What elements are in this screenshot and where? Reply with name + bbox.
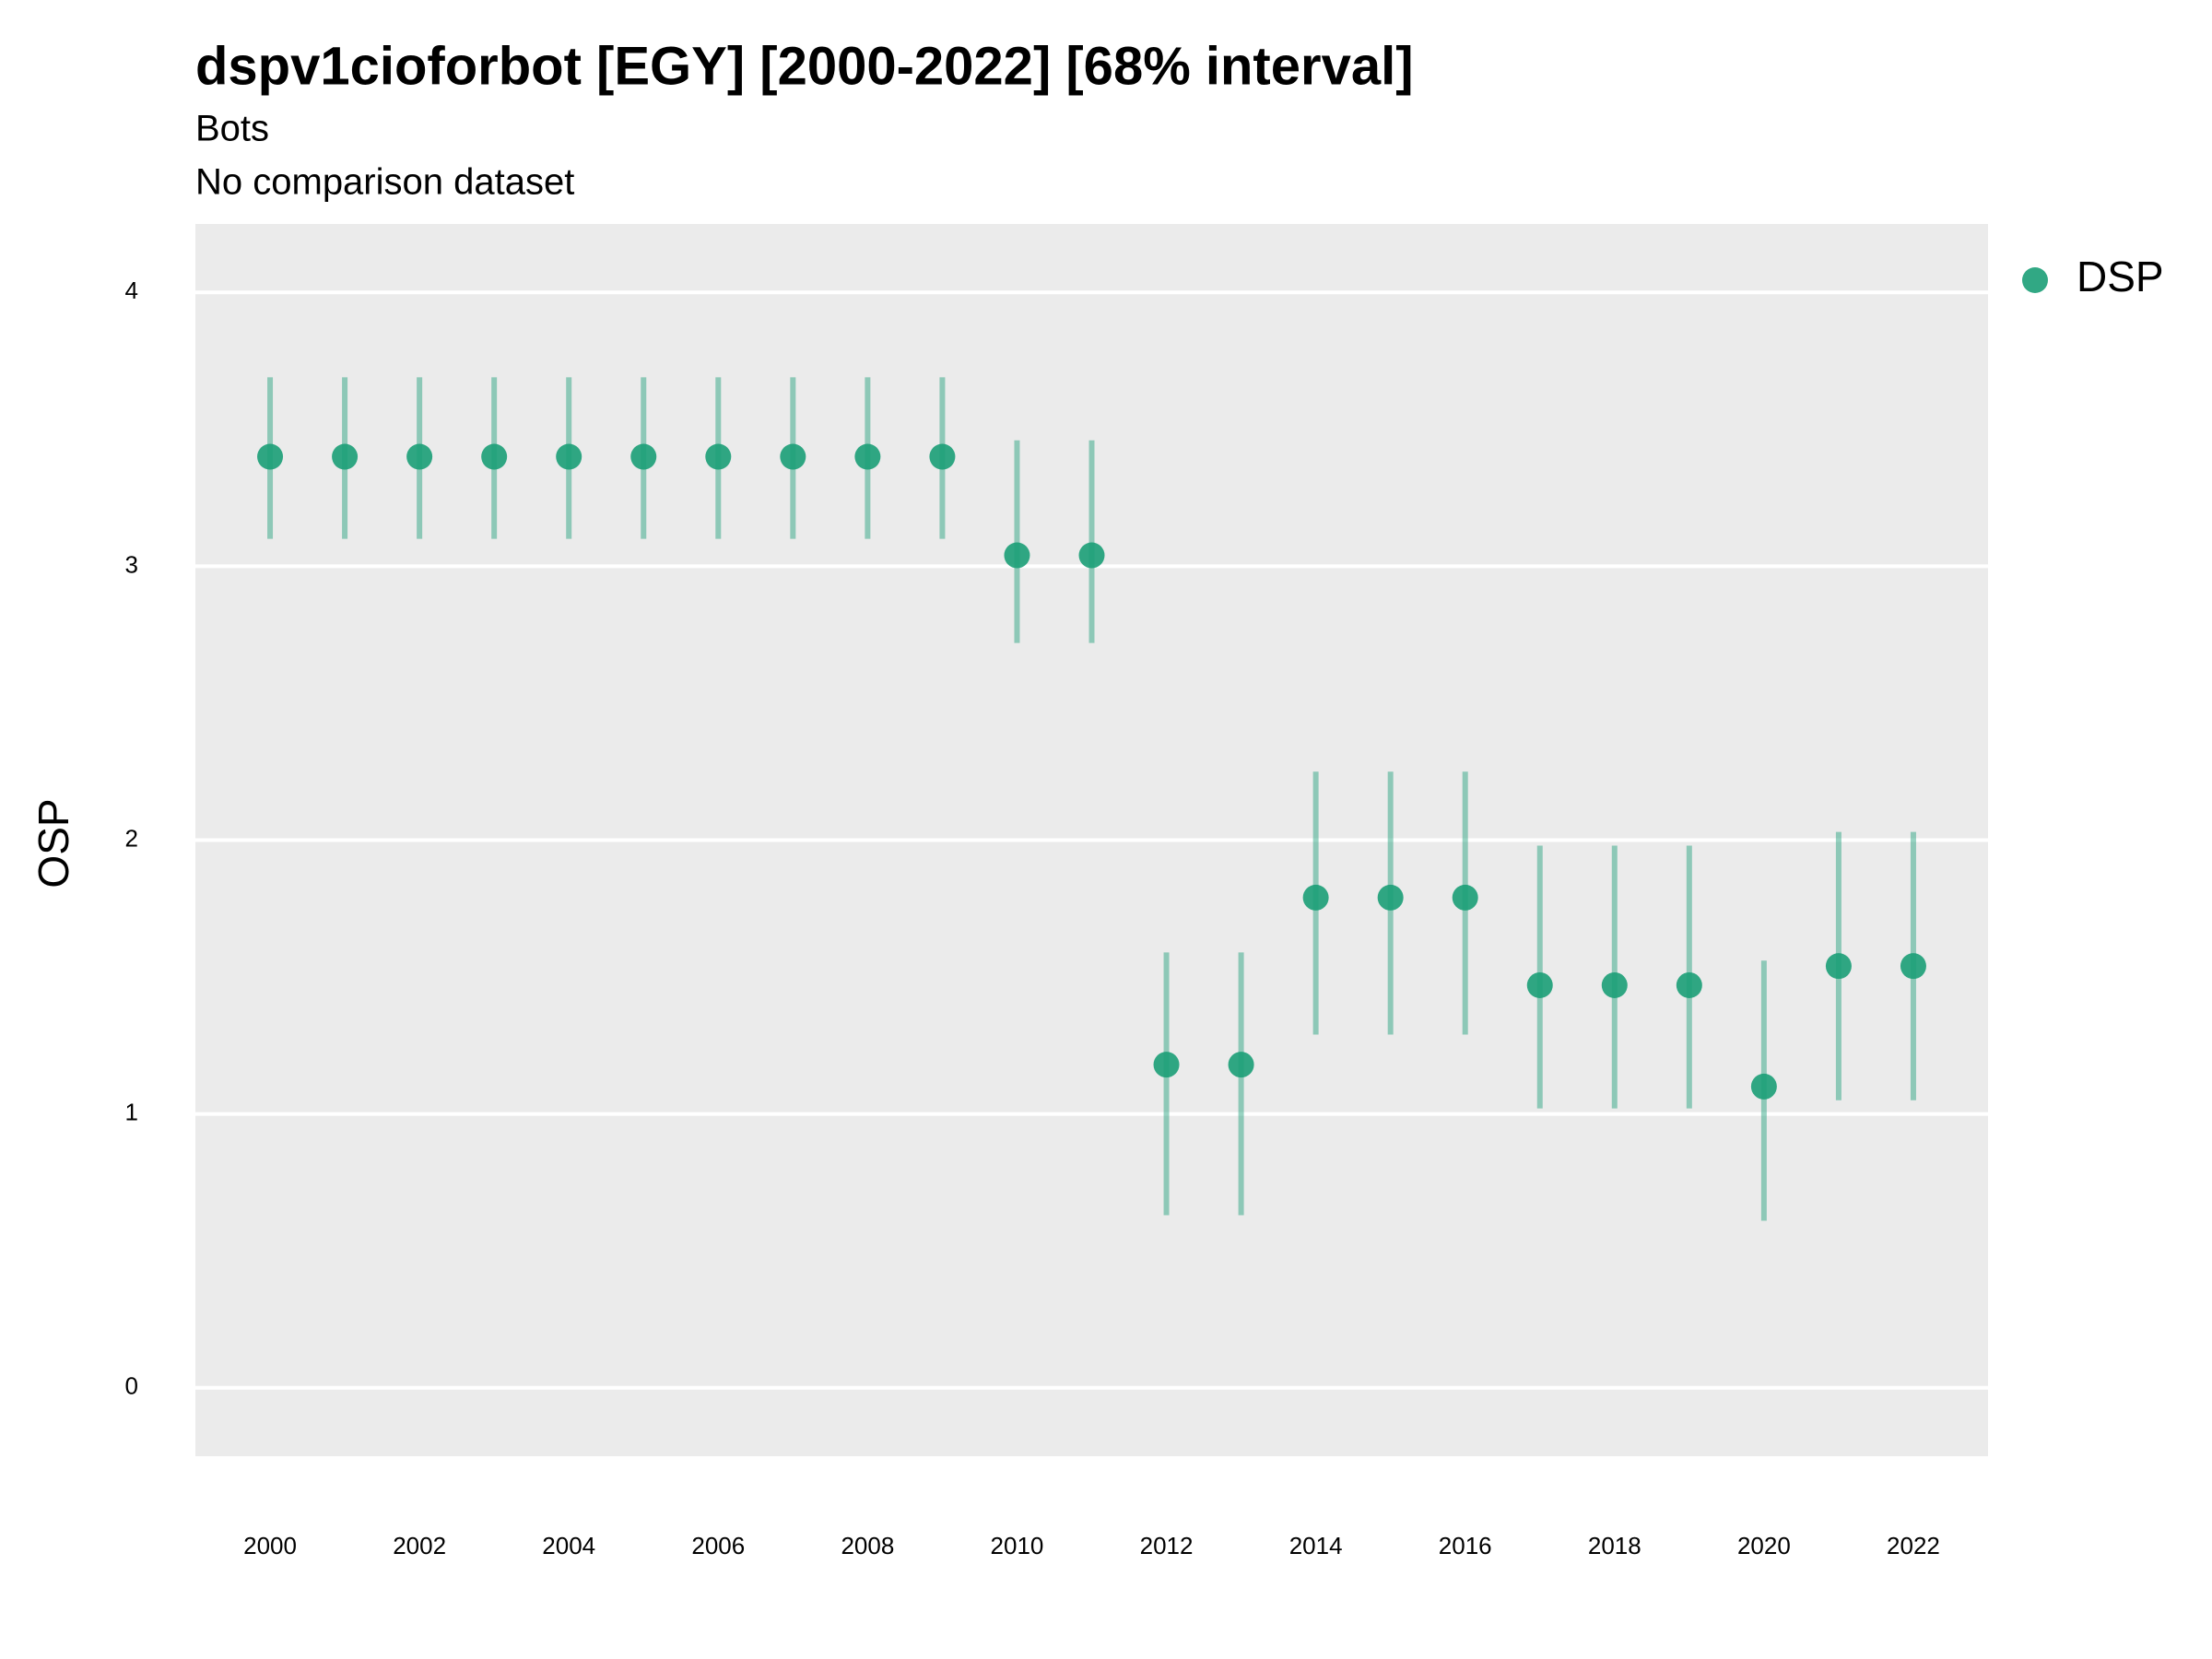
point bbox=[257, 443, 284, 470]
point bbox=[1452, 884, 1478, 911]
point bbox=[1004, 542, 1030, 569]
chart-title: dspv1cioforbot [EGY] [2000-2022] [68% in… bbox=[195, 36, 1414, 96]
x-tick-label: 2016 bbox=[1439, 1532, 1492, 1559]
chart-subtitle: Bots bbox=[195, 109, 269, 149]
point bbox=[1526, 971, 1553, 998]
point bbox=[1750, 1073, 1777, 1100]
point bbox=[406, 443, 433, 470]
point bbox=[556, 443, 582, 470]
point bbox=[780, 443, 806, 470]
x-tick-label: 2004 bbox=[542, 1532, 595, 1559]
point bbox=[1228, 1052, 1254, 1078]
point bbox=[1377, 884, 1404, 911]
point bbox=[1153, 1052, 1180, 1078]
x-tick-label: 2006 bbox=[691, 1532, 745, 1559]
x-tick-label: 2000 bbox=[243, 1532, 297, 1559]
x-tick-label: 2010 bbox=[991, 1532, 1044, 1559]
y-tick-label: 0 bbox=[125, 1372, 138, 1400]
point bbox=[705, 443, 732, 470]
legend-label: DSP bbox=[2077, 253, 2164, 300]
point bbox=[630, 443, 657, 470]
x-tick-label: 2014 bbox=[1289, 1532, 1343, 1559]
x-tick-label: 2008 bbox=[841, 1532, 894, 1559]
point bbox=[854, 443, 881, 470]
point bbox=[481, 443, 508, 470]
x-tick-label: 2022 bbox=[1887, 1532, 1940, 1559]
point bbox=[1302, 884, 1329, 911]
y-axis-label: OSP bbox=[29, 798, 77, 888]
point bbox=[332, 443, 359, 470]
x-tick-label: 2018 bbox=[1588, 1532, 1641, 1559]
chart-caption: No comparison dataset bbox=[195, 162, 574, 203]
point bbox=[929, 443, 956, 470]
y-tick-label: 1 bbox=[125, 1098, 138, 1125]
point bbox=[1601, 971, 1628, 998]
point bbox=[1676, 971, 1702, 998]
y-tick-label: 2 bbox=[125, 824, 138, 852]
legend-marker bbox=[2022, 267, 2048, 293]
point bbox=[1078, 542, 1105, 569]
x-tick-label: 2002 bbox=[393, 1532, 446, 1559]
point bbox=[1900, 953, 1926, 980]
x-tick-label: 2012 bbox=[1140, 1532, 1194, 1559]
point bbox=[1825, 953, 1852, 980]
x-tick-label: 2020 bbox=[1737, 1532, 1791, 1559]
y-tick-label: 3 bbox=[125, 550, 138, 578]
y-tick-label: 4 bbox=[125, 276, 138, 304]
